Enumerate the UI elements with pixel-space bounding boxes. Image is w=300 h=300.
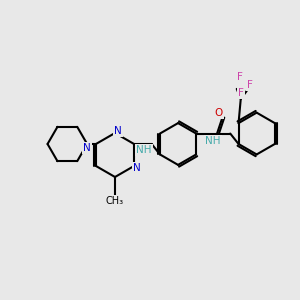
- Text: NH: NH: [136, 145, 152, 155]
- Text: F: F: [247, 80, 253, 90]
- Text: N: N: [133, 163, 141, 173]
- Text: N: N: [114, 126, 122, 136]
- Text: O: O: [214, 108, 223, 118]
- Text: N: N: [83, 143, 91, 153]
- Text: NH: NH: [205, 136, 220, 146]
- Text: F: F: [238, 88, 244, 98]
- Text: F: F: [237, 72, 243, 82]
- Text: CH₃: CH₃: [106, 196, 124, 206]
